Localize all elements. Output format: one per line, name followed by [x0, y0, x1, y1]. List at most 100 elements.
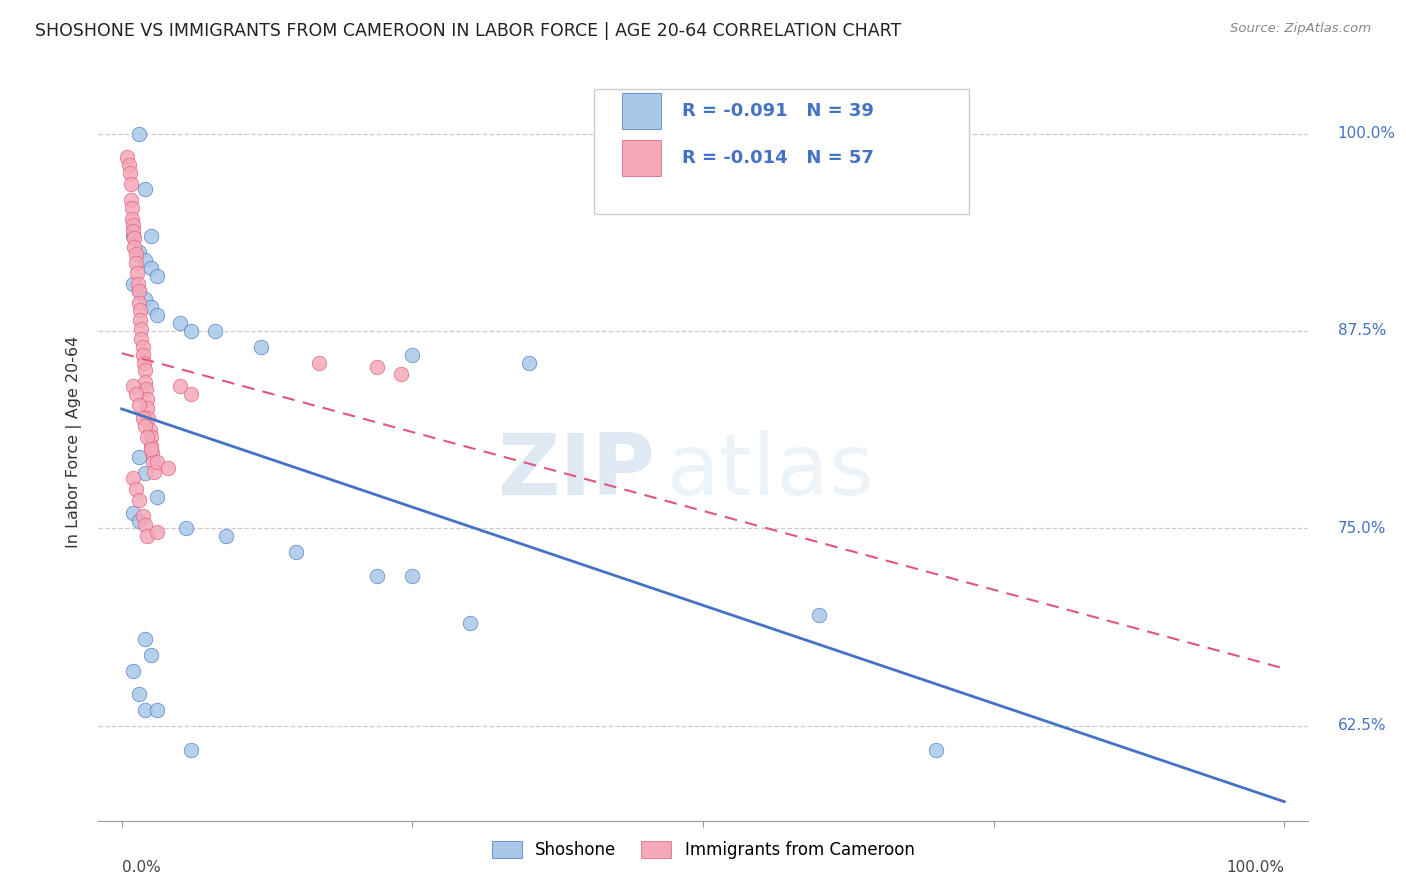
Point [134, 252, 156, 267]
Point [122, 379, 145, 393]
Point [138, 424, 160, 438]
Point [134, 293, 156, 307]
Point [145, 308, 167, 322]
Point [128, 295, 150, 310]
Point [145, 455, 167, 469]
Point [180, 742, 202, 756]
Point [129, 303, 152, 318]
Point [285, 545, 308, 559]
Point [204, 324, 226, 338]
Point [134, 363, 156, 377]
Point [122, 277, 145, 291]
Text: 87.5%: 87.5% [1339, 324, 1386, 338]
Point [134, 518, 156, 533]
Point [139, 260, 162, 275]
Point [134, 466, 156, 480]
Point [135, 383, 157, 397]
Text: 62.5%: 62.5% [1339, 718, 1386, 733]
Point [180, 324, 202, 338]
Point [122, 664, 145, 678]
Point [139, 229, 162, 244]
FancyBboxPatch shape [595, 89, 969, 214]
Point [131, 322, 153, 336]
Point [134, 632, 156, 646]
Point [139, 442, 162, 457]
Text: R = -0.091   N = 39: R = -0.091 N = 39 [682, 102, 875, 120]
Point [128, 285, 150, 299]
Point [139, 300, 162, 314]
Point [215, 529, 238, 543]
Point [128, 514, 150, 528]
Point [118, 158, 141, 172]
Point [145, 268, 167, 283]
Text: R = -0.014   N = 57: R = -0.014 N = 57 [682, 149, 875, 167]
Text: ZIP: ZIP [496, 430, 655, 514]
Point [124, 256, 146, 270]
Point [128, 493, 150, 508]
Point [134, 703, 156, 717]
Point [128, 450, 150, 465]
Point [122, 506, 145, 520]
Point [127, 277, 149, 291]
Text: 100.0%: 100.0% [1339, 126, 1396, 141]
Point [142, 455, 165, 469]
Point [121, 201, 143, 215]
Point [808, 608, 831, 623]
Text: atlas: atlas [666, 430, 875, 514]
Point [145, 703, 167, 717]
Text: 100.0%: 100.0% [1226, 860, 1284, 875]
Point [128, 244, 150, 259]
Point [169, 316, 191, 330]
Point [132, 355, 155, 369]
Point [128, 398, 150, 412]
Point [308, 355, 330, 369]
Point [517, 355, 540, 369]
Point [139, 439, 162, 453]
Point [122, 229, 145, 244]
Point [124, 387, 146, 401]
Point [401, 348, 423, 362]
Point [122, 471, 145, 485]
FancyBboxPatch shape [621, 93, 661, 129]
Point [128, 687, 150, 701]
Point [174, 521, 197, 535]
Point [117, 150, 139, 164]
Point [460, 616, 482, 631]
Point [124, 482, 146, 496]
Point [129, 313, 152, 327]
Point [131, 348, 153, 362]
Point [121, 211, 143, 226]
Point [924, 742, 946, 756]
Point [124, 240, 146, 254]
Point [136, 529, 159, 543]
Point [131, 332, 153, 346]
Point [120, 193, 142, 207]
Point [134, 418, 156, 433]
Text: SHOSHONE VS IMMIGRANTS FROM CAMEROON IN LABOR FORCE | AGE 20-64 CORRELATION CHAR: SHOSHONE VS IMMIGRANTS FROM CAMEROON IN … [35, 22, 901, 40]
Point [120, 177, 142, 191]
Point [366, 569, 388, 583]
Point [138, 410, 160, 425]
Point [124, 231, 146, 245]
Point [145, 490, 167, 504]
Point [118, 166, 141, 180]
Point [131, 410, 153, 425]
Text: Source: ZipAtlas.com: Source: ZipAtlas.com [1230, 22, 1371, 36]
Point [131, 340, 153, 354]
Point [139, 430, 162, 444]
Point [389, 367, 412, 381]
Text: 0.0%: 0.0% [122, 860, 160, 875]
Point [250, 340, 273, 354]
Point [180, 387, 202, 401]
Point [157, 461, 180, 475]
Point [122, 224, 145, 238]
Point [143, 465, 166, 479]
Text: 75.0%: 75.0% [1339, 521, 1386, 536]
Legend: Shoshone, Immigrants from Cameroon: Shoshone, Immigrants from Cameroon [485, 834, 921, 865]
Point [125, 266, 148, 280]
Point [131, 508, 153, 523]
Point [124, 246, 146, 260]
Point [128, 127, 150, 141]
Point [139, 648, 162, 662]
Point [145, 524, 167, 539]
